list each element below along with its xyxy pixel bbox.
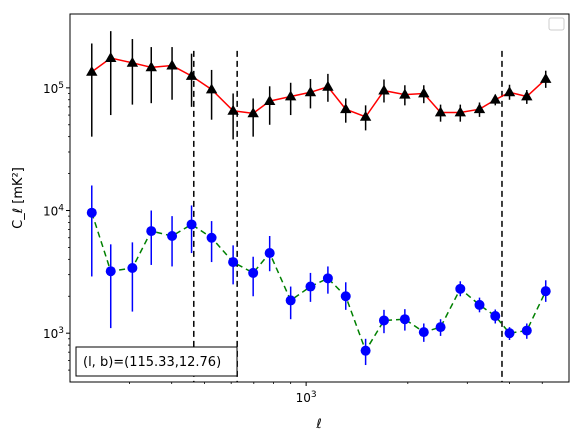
data-point-triangle: [340, 103, 352, 114]
legend: [548, 17, 565, 31]
data-point-circle: [340, 291, 351, 302]
coordinate-annotation: (l, b)=(115.33,12.76): [75, 346, 238, 377]
data-point-circle: [360, 345, 371, 356]
data-point-triangle: [263, 95, 276, 105]
data-point-triangle: [399, 88, 411, 99]
data-point-circle: [504, 328, 515, 339]
data-point-triangle: [521, 90, 533, 101]
data-point-triangle: [227, 104, 239, 115]
data-point-circle: [305, 281, 316, 292]
data-point-circle: [474, 299, 485, 310]
x-axis-label: ℓ: [315, 417, 321, 432]
legend-box: [548, 17, 565, 31]
data-point-circle: [248, 267, 259, 278]
data-point-circle: [435, 322, 446, 333]
axes-frame: [69, 13, 570, 383]
data-point-triangle: [359, 110, 372, 121]
data-point-circle: [186, 219, 197, 230]
data-point-triangle: [86, 65, 98, 76]
data-point-triangle: [322, 80, 334, 91]
data-point-triangle: [205, 83, 218, 94]
data-point-triangle: [454, 106, 466, 117]
data-point-circle: [228, 257, 239, 268]
annotation-text: (l, b)=(115.33,12.76): [83, 355, 221, 370]
data-point-triangle: [126, 56, 139, 67]
data-point-triangle: [418, 87, 430, 98]
annotation-box: [75, 346, 238, 377]
plot-area: [86, 31, 552, 382]
data-point-circle: [540, 286, 551, 297]
data-point-circle: [418, 327, 429, 338]
data-point-triangle: [185, 69, 198, 80]
data-point-triangle: [284, 90, 297, 101]
data-point-triangle: [105, 52, 117, 62]
data-point-circle: [285, 295, 296, 306]
data-point-circle: [322, 273, 333, 284]
data-point-triangle: [489, 93, 501, 104]
data-point-circle: [206, 232, 217, 243]
data-point-triangle: [145, 61, 157, 72]
data-point-triangle: [473, 103, 486, 114]
data-point-triangle: [540, 73, 552, 83]
data-point-circle: [521, 325, 532, 336]
data-point-circle: [455, 283, 466, 294]
data-point-circle: [399, 314, 410, 325]
data-point-circle: [127, 262, 138, 273]
data-point-circle: [490, 311, 501, 322]
data-point-circle: [86, 207, 97, 218]
data-point-triangle: [247, 107, 259, 118]
data-point-circle: [378, 315, 389, 326]
data-point-circle: [167, 230, 178, 241]
data-point-triangle: [503, 86, 516, 97]
data-point-triangle: [434, 106, 447, 117]
data-point-triangle: [166, 59, 178, 70]
data-point-circle: [264, 248, 275, 259]
data-point-circle: [146, 226, 157, 237]
data-point-circle: [105, 266, 116, 277]
data-point-triangle: [378, 84, 390, 95]
y-axis-label: C_ℓ [mK²]: [11, 167, 26, 229]
data-point-triangle: [304, 86, 317, 97]
